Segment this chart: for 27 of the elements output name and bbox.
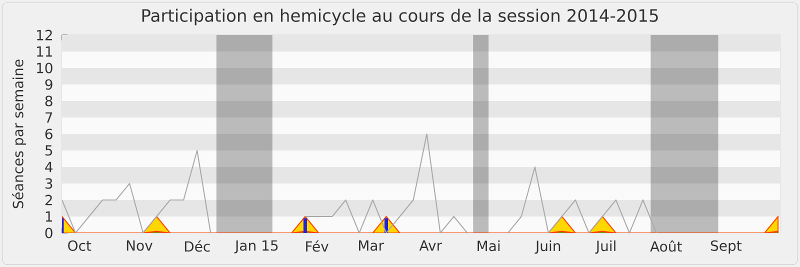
y-tick-label: 10 xyxy=(37,62,52,74)
x-tick-label: Avr xyxy=(419,240,442,251)
y-tick-label: 12 xyxy=(37,30,52,40)
x-tick-label: Juil xyxy=(595,240,616,254)
x-tick-label: Juin xyxy=(534,240,560,254)
x-tick-label: Nov xyxy=(126,240,152,251)
y-tick-label: 1 xyxy=(46,211,52,222)
x-tick-label: Août xyxy=(650,240,682,252)
y-tick-label: 11 xyxy=(37,46,52,57)
chart-title: Participation en hemicycle au cours de la session 2014-2015 xyxy=(142,8,658,26)
y-tick-label: 4 xyxy=(45,162,53,172)
x-tick-label: Mar xyxy=(358,240,384,251)
y-tick-label: 0 xyxy=(45,228,52,238)
y-axis-title: Séances par semaine xyxy=(12,60,26,208)
x-tick-label: Jan 15 xyxy=(234,240,278,254)
x-tick-label: Sept xyxy=(710,240,742,254)
y-tick-label: 6 xyxy=(45,128,52,140)
y-tick-label: 8 xyxy=(45,96,52,106)
x-tick-label: Déc xyxy=(184,240,210,252)
y-tick-label: 9 xyxy=(45,79,52,90)
y-tick-label: 2 xyxy=(45,194,52,206)
x-tick-label: Fév xyxy=(306,240,328,252)
y-tick-label: 7 xyxy=(46,112,52,123)
y-tick-label: 5 xyxy=(45,145,52,156)
x-tick-label: Oct xyxy=(68,240,92,251)
y-tick-label: 3 xyxy=(45,178,52,189)
x-tick-label: Mai xyxy=(478,240,500,252)
